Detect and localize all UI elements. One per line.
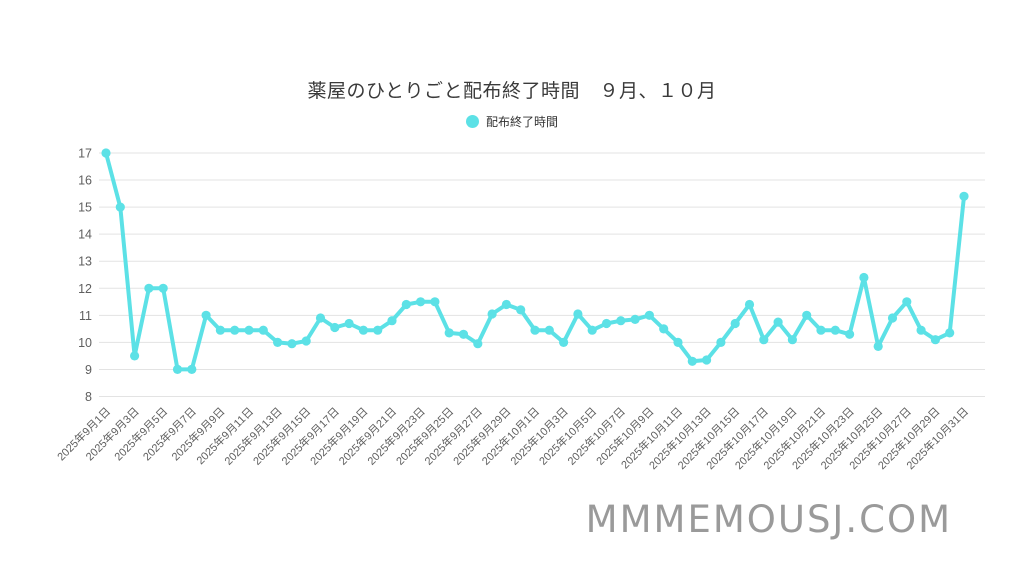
data-point-marker: [830, 325, 840, 335]
y-axis-tick-label: 17: [78, 147, 92, 161]
y-axis-tick-label: 8: [85, 390, 92, 404]
data-point-marker: [187, 364, 197, 374]
data-point-marker: [744, 299, 755, 310]
y-axis-tick-label: 12: [78, 282, 92, 296]
data-point-marker: [430, 297, 440, 307]
data-point-marker: [358, 325, 368, 335]
data-point-marker: [115, 202, 125, 212]
data-point-marker: [373, 325, 383, 335]
data-point-marker: [845, 329, 855, 339]
data-point-marker: [945, 328, 955, 338]
y-axis-tick-label: 10: [78, 336, 92, 350]
data-point-marker: [416, 297, 426, 307]
y-axis-tick-label: 9: [85, 363, 92, 377]
y-axis-tick-label: 13: [78, 255, 92, 269]
legend: 配布終了時間: [0, 113, 1024, 130]
y-axis-tick-label: 14: [78, 228, 92, 242]
data-point-marker: [573, 309, 583, 319]
data-point-marker: [630, 314, 640, 324]
data-point-marker: [444, 328, 454, 338]
data-point-marker: [344, 318, 354, 329]
data-point-marker: [544, 325, 554, 335]
data-point-marker: [458, 329, 469, 339]
data-point-marker: [501, 299, 511, 310]
data-point-marker: [587, 325, 597, 335]
data-point-marker: [702, 355, 712, 365]
data-point-marker: [144, 283, 154, 293]
data-point-marker: [659, 324, 669, 334]
y-axis-tick-label: 16: [78, 174, 92, 188]
data-point-marker: [301, 336, 311, 346]
data-point-marker: [616, 316, 626, 326]
data-point-marker: [859, 272, 869, 283]
legend-marker-icon: [465, 115, 479, 128]
data-point-marker: [816, 325, 826, 335]
data-point-marker: [716, 337, 726, 347]
data-point-marker: [201, 310, 211, 320]
data-point-marker: [787, 335, 798, 345]
data-point-marker: [130, 351, 140, 361]
data-point-marker: [487, 309, 497, 319]
chart-title: 薬屋のひとりごと配布終了時間 ９月、１０月: [307, 81, 717, 102]
data-point-marker: [387, 316, 397, 326]
data-point-marker: [330, 322, 340, 333]
y-axis-tick-label: 11: [79, 309, 92, 323]
data-point-marker: [773, 317, 783, 327]
data-point-marker: [687, 356, 697, 366]
data-point-marker: [158, 283, 168, 293]
data-point-marker: [401, 299, 411, 310]
data-point-marker: [930, 335, 941, 345]
data-point-marker: [215, 325, 225, 335]
y-axis-tick-label: 15: [78, 201, 92, 215]
data-point-marker: [802, 310, 812, 320]
data-point-marker: [601, 318, 612, 329]
data-point-marker: [873, 341, 883, 351]
data-point-marker: [559, 337, 569, 347]
data-point-marker: [244, 325, 254, 335]
data-point-marker: [673, 337, 683, 347]
watermark: MMMEMOUSJ.COM: [585, 498, 952, 541]
data-point-marker: [887, 313, 898, 323]
data-point-marker: [530, 325, 540, 335]
data-point-marker: [644, 310, 655, 320]
data-point-marker: [916, 325, 926, 335]
legend-label: 配布終了時間: [485, 115, 558, 129]
data-point-marker: [258, 325, 268, 335]
data-point-marker: [516, 305, 526, 315]
data-point-marker: [959, 191, 969, 201]
data-point-marker: [473, 339, 483, 349]
data-point-marker: [730, 318, 740, 329]
data-point-marker: [172, 364, 183, 374]
data-point-marker: [315, 313, 326, 323]
data-point-marker: [101, 148, 111, 158]
data-point-marker: [273, 337, 283, 347]
data-point-marker: [287, 339, 297, 349]
data-point-marker: [230, 325, 240, 335]
data-point-marker: [902, 297, 912, 307]
data-point-marker: [759, 335, 769, 345]
